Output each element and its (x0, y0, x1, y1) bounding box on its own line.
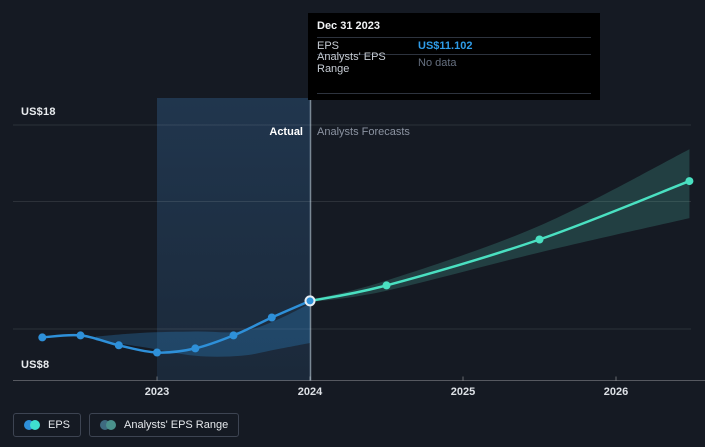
x-axis-label-2025: 2025 (450, 386, 476, 398)
legend-dot (30, 420, 40, 430)
tooltip-row: EPS US$11.102 (317, 37, 591, 54)
tooltip-spacer (317, 71, 591, 93)
tooltip-row-label: Analysts' EPS Range (317, 51, 386, 75)
tooltip-rows: EPS US$11.102 Analysts' EPS Range No data (317, 37, 591, 75)
tooltip-row-value: US$11.102 (418, 40, 473, 52)
legend-eps-button[interactable]: EPS (13, 413, 82, 437)
actual-data-point[interactable] (38, 333, 47, 342)
analysts-range-band-actual (95, 303, 310, 357)
y-axis-min-label: US$8 (21, 359, 50, 371)
chart-tooltip: Dec 31 2023 EPS US$11.102 Analysts' EPS Ra… (308, 13, 600, 100)
forecast-data-point[interactable] (382, 281, 391, 290)
legend-dot (100, 420, 111, 430)
x-axis-label-2023: 2023 (144, 386, 170, 398)
legend-dot (106, 420, 117, 430)
legend-label: Analysts' EPS Range (124, 419, 229, 431)
tooltip-date: Dec 31 2023 (317, 20, 380, 32)
x-axis-label-2024: 2024 (297, 386, 323, 398)
actual-data-point[interactable] (153, 348, 161, 357)
tooltip-row-value: No data (418, 57, 457, 69)
analysts-range-band-forecast (310, 149, 690, 303)
tooltip-row: Analysts' EPS Range No data (317, 51, 591, 75)
y-axis-max-label: US$18 (21, 106, 56, 118)
forecast-section-label: Analysts Forecasts (317, 126, 410, 138)
eps-legend-icon (24, 420, 40, 430)
actual-data-point[interactable] (191, 344, 200, 353)
tooltip-divider (317, 93, 591, 94)
actual-data-point[interactable] (229, 331, 238, 340)
x-axis-label-2026: 2026 (603, 386, 629, 398)
actual-data-point[interactable] (267, 313, 276, 322)
range-legend-icon (100, 420, 117, 430)
actual-data-point[interactable] (114, 341, 123, 350)
actual-section-label: Actual (269, 126, 303, 138)
tooltip-row-label: EPS (317, 40, 340, 52)
legend-range-button[interactable]: Analysts' EPS Range (89, 413, 240, 437)
forecast-data-point[interactable] (535, 235, 544, 244)
selected-data-point[interactable] (304, 295, 316, 307)
forecast-eps-line (308, 179, 691, 303)
forecast-data-point[interactable] (685, 177, 694, 186)
legend-label: EPS (48, 419, 71, 431)
legend-dot (24, 420, 34, 430)
actual-data-point[interactable] (76, 331, 85, 340)
chart-legend: EPS Analysts' EPS Range (13, 413, 240, 437)
